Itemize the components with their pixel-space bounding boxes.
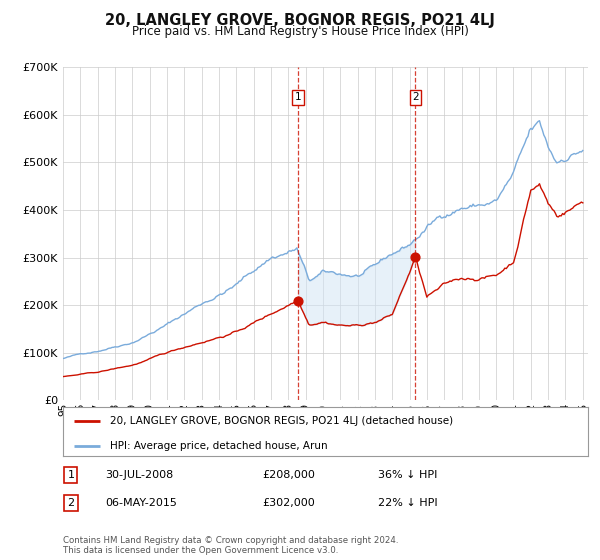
Text: Price paid vs. HM Land Registry's House Price Index (HPI): Price paid vs. HM Land Registry's House … — [131, 25, 469, 38]
Text: £208,000: £208,000 — [263, 470, 316, 480]
Text: 30-JUL-2008: 30-JUL-2008 — [105, 470, 173, 480]
Text: This data is licensed under the Open Government Licence v3.0.: This data is licensed under the Open Gov… — [63, 546, 338, 555]
Text: HPI: Average price, detached house, Arun: HPI: Average price, detached house, Arun — [110, 441, 328, 451]
Text: 22% ↓ HPI: 22% ↓ HPI — [378, 498, 437, 508]
Text: 2: 2 — [412, 92, 419, 102]
Text: 1: 1 — [67, 470, 74, 480]
Point — [293, 297, 303, 306]
Text: 2: 2 — [67, 498, 74, 508]
Text: 06-MAY-2015: 06-MAY-2015 — [105, 498, 177, 508]
Text: Contains HM Land Registry data © Crown copyright and database right 2024.: Contains HM Land Registry data © Crown c… — [63, 536, 398, 545]
Text: £302,000: £302,000 — [263, 498, 315, 508]
Text: 20, LANGLEY GROVE, BOGNOR REGIS, PO21 4LJ (detached house): 20, LANGLEY GROVE, BOGNOR REGIS, PO21 4L… — [110, 416, 454, 426]
Text: 20, LANGLEY GROVE, BOGNOR REGIS, PO21 4LJ: 20, LANGLEY GROVE, BOGNOR REGIS, PO21 4L… — [105, 13, 495, 29]
Point — [410, 252, 420, 261]
Text: 36% ↓ HPI: 36% ↓ HPI — [378, 470, 437, 480]
Text: 1: 1 — [295, 92, 302, 102]
